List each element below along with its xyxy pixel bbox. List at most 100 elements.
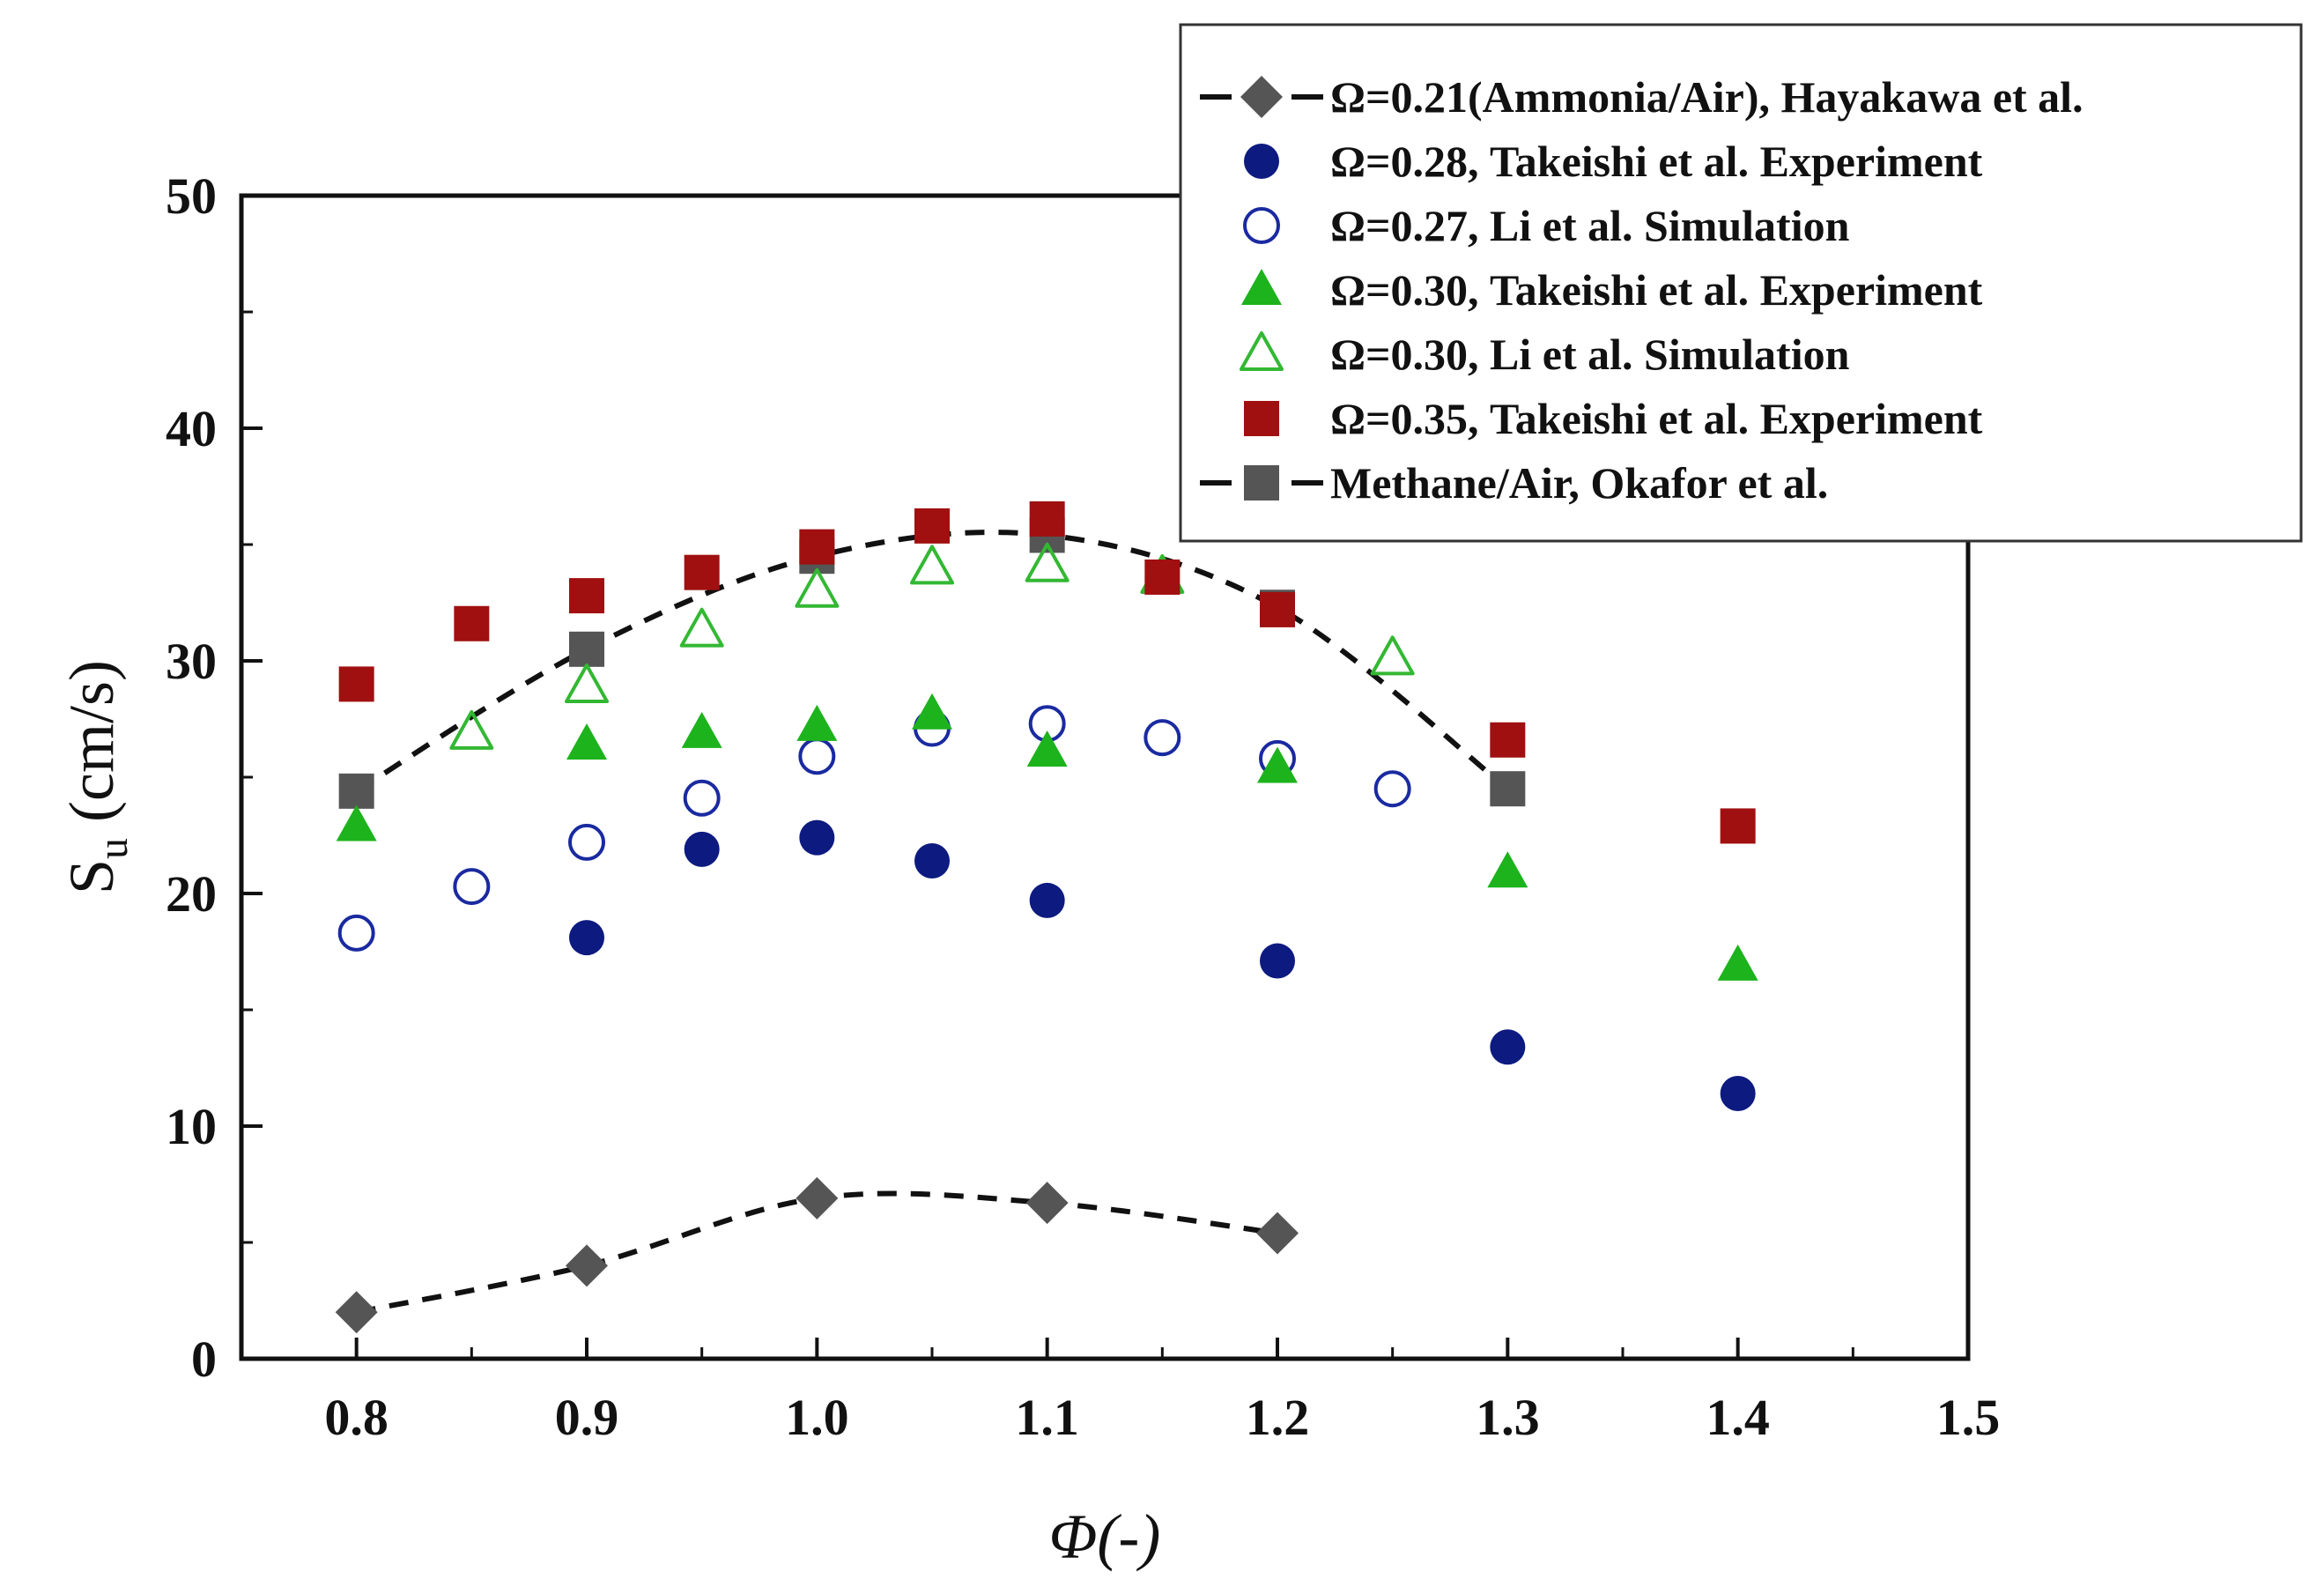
data-point xyxy=(1717,944,1758,981)
y-axis-title-unit: (cm/s) xyxy=(56,660,127,838)
data-point xyxy=(684,831,720,867)
data-point xyxy=(1026,730,1068,767)
data-point xyxy=(1029,882,1065,918)
data-point xyxy=(914,508,950,544)
data-point xyxy=(1029,500,1065,537)
data-point xyxy=(568,823,605,861)
data-point xyxy=(1257,746,1298,783)
data-point xyxy=(449,709,494,750)
legend-marker xyxy=(1240,76,1283,118)
data-point xyxy=(1025,1182,1069,1225)
data-point xyxy=(569,578,604,614)
legend-label: Ω=0.21(Ammonia/Air), Hayakawa et al. xyxy=(1330,72,2083,122)
data-point xyxy=(566,1244,608,1287)
legend-swatch xyxy=(1240,331,1284,371)
data-point xyxy=(338,666,374,702)
y-tick-label: 30 xyxy=(166,633,217,690)
data-point xyxy=(338,773,374,809)
legend-label: Ω=0.30, Li et al. Simulation xyxy=(1330,330,1850,379)
series-0 xyxy=(335,1176,1299,1334)
y-axis-title-main: S xyxy=(56,859,127,894)
series-3 xyxy=(336,693,1758,981)
legend-swatch xyxy=(1200,465,1323,500)
x-tick-label: 1.2 xyxy=(1246,1389,1310,1446)
data-point xyxy=(336,804,377,841)
series-line xyxy=(355,530,1510,794)
legend-marker xyxy=(1243,207,1280,244)
series-1 xyxy=(569,819,1756,1112)
legend-marker xyxy=(1241,269,1282,305)
legend-label: Ω=0.28, Takeishi et al. Experiment xyxy=(1330,137,1983,186)
axis-ticks: 0.8 0.9 1.0 1.1 1.2 1.3 1.4 1.5 0 10 20 30 40 50 xyxy=(166,167,2000,1446)
legend-marker xyxy=(1240,331,1284,371)
legend: Ω=0.21(Ammonia/Air), Hayakawa et al. Ω=0.… xyxy=(1179,23,2303,543)
data-point xyxy=(335,1291,378,1334)
data-point xyxy=(1144,559,1181,595)
legend-swatch xyxy=(1244,144,1279,179)
data-point xyxy=(337,914,375,952)
data-point xyxy=(912,693,952,730)
x-tick-label: 1.1 xyxy=(1015,1389,1079,1446)
data-point xyxy=(798,738,836,775)
data-point xyxy=(1025,542,1069,582)
y-tick-label: 0 xyxy=(191,1331,217,1388)
data-point xyxy=(1256,1212,1299,1255)
legend-box xyxy=(1179,23,2303,543)
x-tick-label: 1.4 xyxy=(1706,1389,1770,1446)
data-point xyxy=(1490,771,1526,807)
y-tick-label: 50 xyxy=(166,167,217,225)
legend-swatch xyxy=(1243,207,1280,244)
y-tick-label: 20 xyxy=(166,865,217,923)
x-tick-label: 1.3 xyxy=(1476,1389,1540,1446)
data-point xyxy=(914,843,950,879)
x-tick-label: 0.9 xyxy=(555,1389,619,1446)
data-series xyxy=(335,500,1758,1334)
legend-marker xyxy=(1244,465,1279,500)
data-point xyxy=(799,529,835,565)
legend-marker xyxy=(1244,401,1279,436)
data-point xyxy=(796,704,838,741)
data-point xyxy=(1720,808,1756,844)
data-point xyxy=(679,607,724,648)
x-axis-title: Φ(-) xyxy=(1049,1501,1161,1572)
y-tick-label: 40 xyxy=(166,400,217,457)
legend-swatch xyxy=(1200,76,1323,118)
data-point xyxy=(569,920,604,956)
legend-marker xyxy=(1244,144,1279,179)
data-point xyxy=(1490,1029,1526,1065)
legend-swatch xyxy=(1244,401,1279,436)
data-point xyxy=(681,711,722,748)
legend-label: Ω=0.30, Takeishi et al. Experiment xyxy=(1330,265,1983,315)
x-tick-label: 0.8 xyxy=(324,1389,389,1446)
legend-swatch xyxy=(1241,269,1282,305)
data-point xyxy=(1370,635,1415,676)
data-point xyxy=(1260,591,1295,627)
series-5 xyxy=(338,500,1756,844)
data-point xyxy=(799,819,835,856)
x-tick-label: 1.0 xyxy=(785,1389,849,1446)
data-point xyxy=(684,554,720,590)
legend-label: Ω=0.27, Li et al. Simulation xyxy=(1330,201,1850,250)
data-point xyxy=(1260,943,1295,979)
data-point xyxy=(454,605,490,641)
data-point xyxy=(453,868,491,906)
y-axis-title: Su (cm/s) xyxy=(56,660,137,894)
series-2 xyxy=(337,705,1411,952)
data-point xyxy=(1143,719,1181,757)
data-point xyxy=(1720,1076,1756,1112)
data-point xyxy=(1490,722,1526,758)
data-point xyxy=(683,779,721,817)
x-tick-label: 1.5 xyxy=(1936,1389,2001,1446)
data-point xyxy=(796,1176,839,1220)
data-point xyxy=(569,631,604,667)
legend-label: Methane/Air, Okafor et al. xyxy=(1330,458,1828,508)
y-tick-label: 10 xyxy=(166,1098,217,1155)
y-axis-title-subscript: u xyxy=(90,838,137,859)
data-point xyxy=(1487,851,1528,888)
series-6 xyxy=(338,517,1526,809)
data-point xyxy=(795,567,840,608)
data-point xyxy=(565,664,609,704)
data-point xyxy=(566,723,607,760)
legend-items: Ω=0.21(Ammonia/Air), Hayakawa et al. Ω=0.… xyxy=(1200,72,2083,508)
